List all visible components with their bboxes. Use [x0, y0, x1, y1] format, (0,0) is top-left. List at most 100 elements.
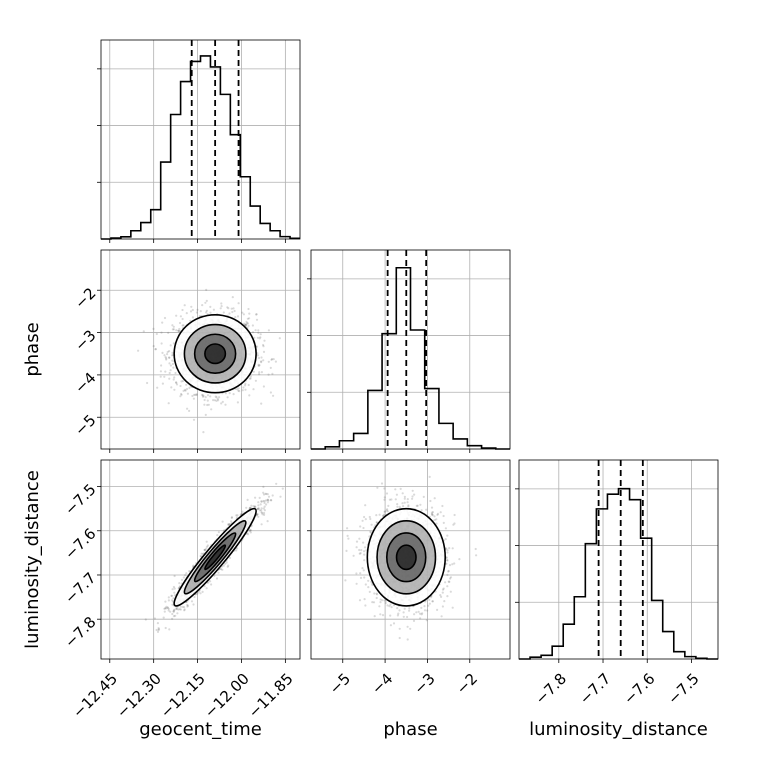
sample-point [182, 324, 185, 327]
sample-point [431, 514, 434, 517]
sample-point [216, 534, 219, 537]
sample-point [244, 384, 247, 387]
sample-point [363, 515, 366, 519]
sample-point [244, 323, 247, 326]
sample-point [397, 612, 400, 615]
sample-point [220, 302, 223, 305]
sample-point [250, 504, 253, 507]
sample-point [179, 605, 182, 608]
sample-point [271, 494, 274, 497]
contour-line [183, 323, 247, 384]
sample-point [426, 609, 429, 612]
sample-point [386, 508, 389, 511]
sample-point [168, 356, 171, 359]
sample-point [352, 554, 355, 557]
sample-point [228, 556, 232, 560]
sample-point [196, 592, 199, 595]
marginal-luminosity_distance [515, 459, 719, 663]
sample-point [170, 594, 173, 598]
sample-point [267, 373, 270, 376]
sample-point [407, 505, 410, 508]
sample-point [178, 321, 182, 325]
sample-point [261, 511, 264, 515]
sample-point [157, 628, 161, 631]
sample-point [260, 509, 263, 512]
sample-point [186, 407, 189, 410]
sample-point [364, 604, 367, 607]
sample-point [420, 509, 423, 512]
sample-point [262, 343, 265, 347]
sample-point [363, 576, 366, 579]
sample-point [173, 591, 176, 594]
sample-point [373, 592, 376, 595]
sample-point [157, 628, 160, 632]
sample-point [302, 464, 304, 466]
sample-point [237, 389, 240, 392]
sample-point [175, 606, 178, 609]
sample-point [382, 513, 386, 516]
sample-point [361, 567, 364, 570]
sample-point [171, 599, 174, 602]
sample-point [171, 603, 174, 606]
sample-point [253, 505, 256, 508]
sample-point [175, 607, 178, 610]
sample-point [183, 304, 186, 307]
sample-point [419, 503, 422, 506]
sample-point [171, 588, 174, 591]
sample-point [186, 603, 189, 607]
sample-point [205, 540, 208, 543]
sample-point [264, 499, 268, 502]
sample-point [370, 523, 373, 526]
sample-point [258, 364, 261, 367]
sample-point [188, 409, 191, 412]
sample-point [214, 395, 217, 398]
sample-point [358, 552, 361, 555]
sample-point [185, 387, 189, 391]
sample-point [195, 393, 198, 397]
sample-point [161, 321, 164, 324]
sample-point [449, 590, 452, 593]
sample-point [249, 529, 252, 532]
sample-point [403, 501, 406, 504]
sample-point [164, 626, 167, 630]
sample-point [178, 582, 181, 585]
sample-point [263, 509, 266, 512]
sample-point [441, 504, 444, 508]
sample-point [178, 330, 181, 333]
sample-point [205, 311, 208, 314]
sample-point [173, 608, 176, 611]
sample-point [203, 398, 206, 402]
sample-point [164, 607, 167, 610]
sample-point [375, 596, 378, 600]
sample-point [441, 605, 444, 608]
sample-point [364, 583, 367, 586]
sample-point [164, 600, 167, 603]
sample-point [379, 601, 382, 604]
sample-point [201, 552, 204, 555]
sample-point [169, 610, 172, 613]
sample-point [236, 401, 239, 404]
sample-point [265, 492, 268, 496]
sample-point [458, 558, 461, 561]
sample-point [241, 311, 244, 314]
sample-point [431, 600, 434, 603]
sample-point [375, 514, 378, 517]
sample-point [203, 549, 206, 552]
sample-point [210, 583, 213, 586]
sample-point [137, 349, 140, 352]
sample-point [474, 547, 477, 551]
sample-point [272, 394, 275, 397]
sample-point [142, 330, 145, 333]
sample-point [172, 585, 175, 589]
sample-point [446, 551, 449, 554]
sample-point [368, 590, 371, 594]
sample-point [201, 395, 205, 398]
sample-point [195, 311, 198, 314]
sample-point [262, 493, 266, 496]
sample-point [171, 612, 174, 616]
sample-point [167, 402, 170, 405]
histogram-geocent_time [101, 55, 300, 240]
sample-point [220, 568, 223, 571]
sample-point [262, 359, 265, 362]
contour-line [183, 520, 247, 595]
